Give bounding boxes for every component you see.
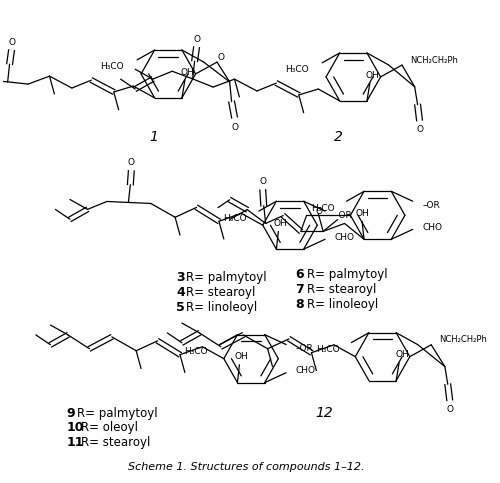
Text: 1: 1 xyxy=(150,130,158,144)
Text: H₃CO: H₃CO xyxy=(224,213,247,223)
Text: O: O xyxy=(260,177,266,186)
Text: H₃CO: H₃CO xyxy=(311,204,335,213)
Text: NCH₂CH₂Ph: NCH₂CH₂Ph xyxy=(439,335,487,344)
Text: O: O xyxy=(231,123,238,132)
Text: O: O xyxy=(8,38,15,47)
Text: O: O xyxy=(416,125,423,134)
Text: O: O xyxy=(193,35,200,44)
Text: CHO: CHO xyxy=(296,366,316,375)
Text: Scheme 1. Structures of compounds 1–12.: Scheme 1. Structures of compounds 1–12. xyxy=(128,462,364,472)
Text: 8: 8 xyxy=(295,298,304,311)
Text: O: O xyxy=(128,158,135,168)
Text: –OR: –OR xyxy=(296,344,314,353)
Text: OH: OH xyxy=(274,219,287,228)
Text: O: O xyxy=(316,207,322,216)
Text: 11: 11 xyxy=(66,436,84,449)
Text: R= oleoyl: R= oleoyl xyxy=(80,421,138,434)
Text: O: O xyxy=(446,405,453,413)
Text: OH: OH xyxy=(395,351,409,359)
Text: OH: OH xyxy=(355,209,369,218)
Text: H₃CO: H₃CO xyxy=(285,65,308,74)
Text: R= stearoyl: R= stearoyl xyxy=(306,283,376,296)
Text: R= palmytoyl: R= palmytoyl xyxy=(77,407,158,420)
Text: H₃CO: H₃CO xyxy=(184,347,208,356)
Text: R= palmytoyl: R= palmytoyl xyxy=(306,268,387,281)
Text: –OR: –OR xyxy=(335,211,352,220)
Text: 5: 5 xyxy=(176,301,185,314)
Text: CHO: CHO xyxy=(335,233,355,242)
Text: –OR: –OR xyxy=(422,200,440,210)
Text: R= palmytoyl: R= palmytoyl xyxy=(186,271,266,284)
Text: 9: 9 xyxy=(66,407,74,420)
Text: H₃CO: H₃CO xyxy=(316,345,340,354)
Text: R= stearoyl: R= stearoyl xyxy=(80,436,150,449)
Text: 7: 7 xyxy=(295,283,304,296)
Text: 2: 2 xyxy=(334,130,343,144)
Text: R= stearoyl: R= stearoyl xyxy=(186,286,255,299)
Text: 6: 6 xyxy=(295,268,304,281)
Text: OH: OH xyxy=(234,353,248,361)
Text: R= linoleoyl: R= linoleoyl xyxy=(186,301,257,314)
Text: OH: OH xyxy=(181,68,194,77)
Text: 12: 12 xyxy=(315,406,333,420)
Text: O: O xyxy=(218,53,224,62)
Text: 4: 4 xyxy=(176,286,185,299)
Text: CHO: CHO xyxy=(422,223,442,232)
Text: NCH₂CH₂Ph: NCH₂CH₂Ph xyxy=(410,56,458,65)
Text: R= linoleoyl: R= linoleoyl xyxy=(306,298,378,311)
Text: 3: 3 xyxy=(176,271,184,284)
Text: 10: 10 xyxy=(66,421,84,434)
Text: H₃CO: H₃CO xyxy=(100,62,124,71)
Text: OH: OH xyxy=(366,71,380,80)
